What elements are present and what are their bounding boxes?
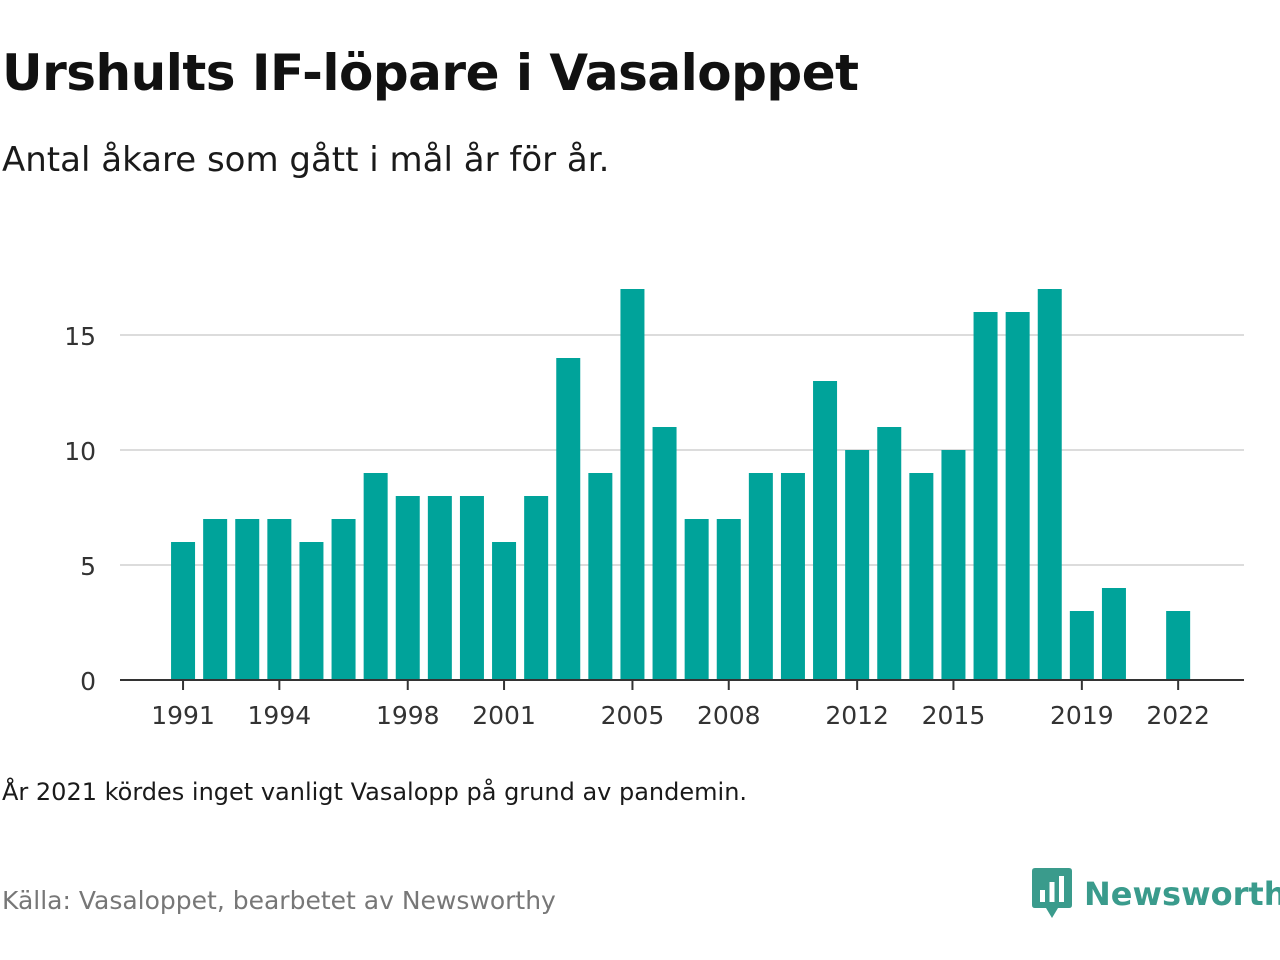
x-tick-label: 2008 — [697, 701, 761, 730]
y-tick-label: 0 — [80, 667, 96, 696]
bar — [1037, 289, 1062, 680]
bar — [556, 358, 581, 680]
bar — [299, 542, 324, 680]
newsworthy-logo: Newsworthy — [1032, 868, 1280, 920]
bar — [620, 289, 645, 680]
y-tick-label: 5 — [80, 552, 96, 581]
bar — [524, 496, 549, 680]
y-tick-label: 10 — [64, 437, 96, 466]
bar — [331, 519, 356, 680]
bar — [171, 542, 196, 680]
newsworthy-logo-icon — [1032, 868, 1072, 918]
x-tick-label: 2022 — [1146, 701, 1210, 730]
y-axis-labels: 0 5 10 15 — [64, 322, 96, 696]
bar — [235, 519, 260, 680]
x-tick-label: 2019 — [1050, 701, 1114, 730]
bar — [395, 496, 420, 680]
bar — [1005, 312, 1030, 680]
bar — [363, 473, 388, 680]
bar — [492, 542, 517, 680]
bar — [203, 519, 228, 680]
x-tick-label: 2005 — [601, 701, 665, 730]
bar — [427, 496, 452, 680]
x-tick-label: 1998 — [376, 701, 440, 730]
bar — [588, 473, 613, 680]
bar — [909, 473, 934, 680]
bar — [748, 473, 773, 680]
source-credit: Källa: Vasaloppet, bearbetet av Newswort… — [2, 886, 556, 915]
chart-note: År 2021 kördes inget vanligt Vasalopp på… — [2, 778, 748, 806]
bar — [877, 427, 902, 680]
bar — [1101, 588, 1126, 680]
x-axis: 1991 1994 1998 2001 2005 2008 2012 2015 2019 2022 — [120, 679, 1244, 730]
bar — [973, 312, 998, 680]
chart-title: Urshults IF-löpare i Vasaloppet — [2, 44, 859, 102]
x-tick-label: 2001 — [472, 701, 536, 730]
x-tick-label: 1991 — [151, 701, 215, 730]
bar — [1069, 611, 1094, 680]
bar — [716, 519, 741, 680]
bars — [171, 289, 1191, 680]
bar — [1166, 611, 1191, 680]
bar — [780, 473, 805, 680]
x-tick-label: 2012 — [825, 701, 889, 730]
bar — [684, 519, 709, 680]
newsworthy-logo-text: Newsworthy — [1084, 875, 1280, 913]
bar — [652, 427, 677, 680]
bar — [459, 496, 484, 680]
x-tick-label: 2015 — [922, 701, 986, 730]
chart-subtitle: Antal åkare som gått i mål år för år. — [2, 140, 610, 180]
bar — [267, 519, 292, 680]
bar — [941, 450, 966, 680]
bar — [813, 381, 838, 680]
bar — [845, 450, 870, 680]
x-tick-label: 1994 — [248, 701, 312, 730]
y-tick-label: 15 — [64, 322, 96, 351]
